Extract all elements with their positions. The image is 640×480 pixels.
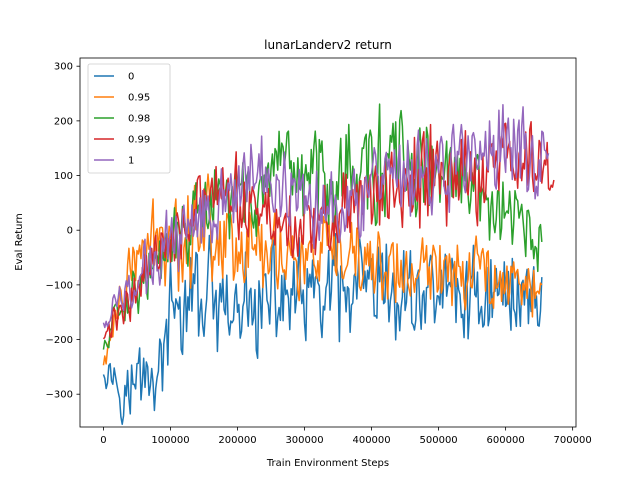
x-tick-label: 500000 xyxy=(420,435,458,446)
legend-label: 0.99 xyxy=(128,135,150,146)
y-tick-label: −100 xyxy=(46,280,73,291)
y-tick-label: 100 xyxy=(54,171,73,182)
y-tick-label: 300 xyxy=(54,62,73,73)
x-tick-label: 600000 xyxy=(487,435,525,446)
x-tick-label: 300000 xyxy=(285,435,323,446)
y-tick-label: −200 xyxy=(46,335,73,346)
legend-label: 0.98 xyxy=(128,114,150,125)
x-tick-label: 400000 xyxy=(352,435,390,446)
chart-title: lunarLanderv2 return xyxy=(264,38,392,52)
legend: 0 0.95 0.98 0.99 1 xyxy=(87,63,171,174)
legend-label: 0.95 xyxy=(128,93,150,104)
series-layer xyxy=(102,103,555,426)
legend-label: 1 xyxy=(128,156,134,167)
y-tick-label: 200 xyxy=(54,116,73,127)
x-tick-label: 0 xyxy=(100,435,106,446)
x-tick-label: 700000 xyxy=(554,435,592,446)
x-tick-label: 200000 xyxy=(218,435,256,446)
series-line-0 xyxy=(102,233,543,426)
legend-label: 0 xyxy=(128,72,134,83)
x-axis-label: Train Environment Steps xyxy=(266,458,389,469)
series-line-1 xyxy=(102,103,550,329)
y-tick-label: 0 xyxy=(67,226,73,237)
y-axis-ticks: −300 −200 −100 0 100 200 300 xyxy=(46,62,80,401)
plot-frame xyxy=(79,57,577,428)
y-axis-label: Eval Return xyxy=(14,213,25,271)
series-line-0.99 xyxy=(102,121,555,340)
x-axis-ticks: 0 100000 200000 300000 400000 500000 600000 700… xyxy=(100,427,592,446)
y-tick-label: −300 xyxy=(46,390,73,401)
x-tick-label: 100000 xyxy=(151,435,189,446)
legend-frame xyxy=(87,63,171,174)
series-line-0.98 xyxy=(102,103,543,350)
